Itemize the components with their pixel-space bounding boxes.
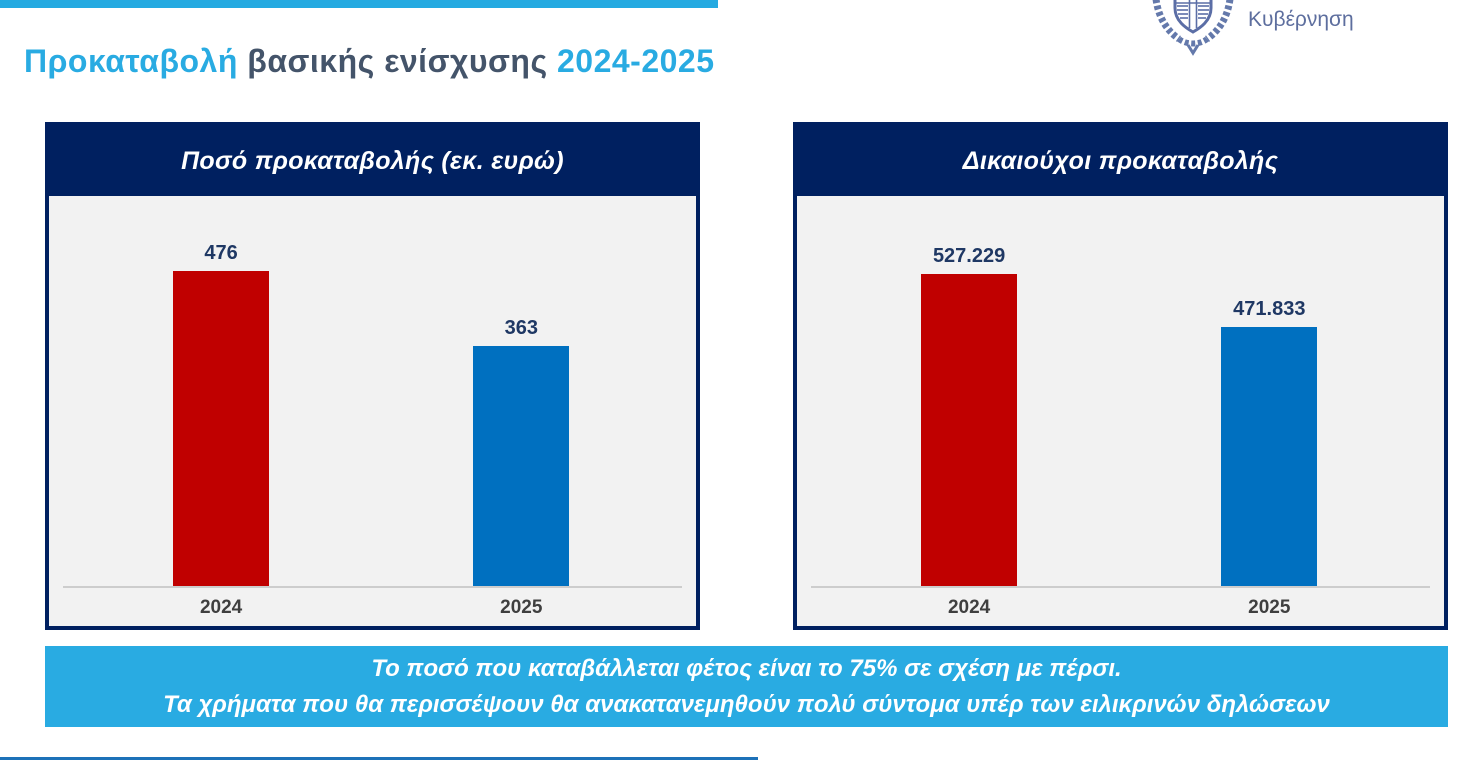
bar-group-2025: 471.833: [1221, 195, 1318, 587]
bar-2024: [173, 270, 270, 587]
bar-group-2024: 527.229: [921, 195, 1018, 587]
chart-body: 527.229 471.833 2024 2025: [797, 196, 1444, 626]
top-accent-strip: [0, 0, 718, 8]
x-axis-line: [63, 586, 682, 588]
x-axis-labels: 2024 2025: [49, 593, 696, 623]
bottom-accent-strip: [0, 757, 758, 760]
info-banner: Το ποσό που καταβάλλεται φέτος είναι το …: [45, 646, 1448, 727]
x-tick-2025: 2025: [500, 597, 543, 618]
bar-value-label: 471.833: [1233, 298, 1306, 321]
x-axis-labels: 2024 2025: [797, 593, 1444, 623]
x-tick-2024: 2024: [199, 597, 243, 618]
bar-value-label: 363: [504, 316, 538, 339]
government-emblem-icon: [1148, 0, 1238, 57]
chart-title-advance-amount: Ποσό προκαταβολής (εκ. ευρώ): [49, 126, 696, 196]
x-tick-2024: 2024: [947, 597, 991, 618]
page-title: Προκαταβολή βασικής ενίσχυσης 2024-2025: [24, 43, 715, 80]
page-title-main: βασικής ενίσχυσης: [237, 43, 557, 80]
chart-body: 476 363 2024 2025: [49, 196, 696, 626]
info-banner-line-1: Το ποσό που καταβάλλεται φέτος είναι το …: [371, 654, 1122, 682]
chart-title-beneficiaries: Δικαιούχοι προκαταβολής: [797, 126, 1444, 196]
bar-2024: [921, 274, 1018, 587]
x-axis-line: [811, 586, 1430, 588]
chart-plot: 527.229 471.833: [797, 196, 1444, 588]
page-title-highlight-1: Προκαταβολή: [24, 43, 238, 80]
chart-panel-beneficiaries: Δικαιούχοι προκαταβολής 527.229 471.833 …: [793, 122, 1448, 630]
chart-plot: 476 363: [49, 196, 696, 588]
bar-value-label: 476: [204, 241, 238, 264]
x-tick-2025: 2025: [1248, 597, 1291, 618]
government-logo: Κυβέρνηση: [1148, 0, 1354, 57]
bar-2025: [1221, 327, 1318, 587]
chart-panel-advance-amount: Ποσό προκαταβολής (εκ. ευρώ) 476 363 202…: [45, 122, 700, 630]
bar-2025: [473, 345, 570, 587]
bar-group-2024: 476: [173, 195, 270, 587]
page-title-highlight-2: 2024-2025: [556, 43, 715, 80]
government-logo-label: Κυβέρνηση: [1248, 8, 1354, 31]
bar-group-2025: 363: [473, 195, 570, 587]
info-banner-line-2: Τα χρήματα που θα περισσέψουν θα ανακατα…: [163, 690, 1330, 718]
bar-value-label: 527.229: [932, 245, 1006, 268]
